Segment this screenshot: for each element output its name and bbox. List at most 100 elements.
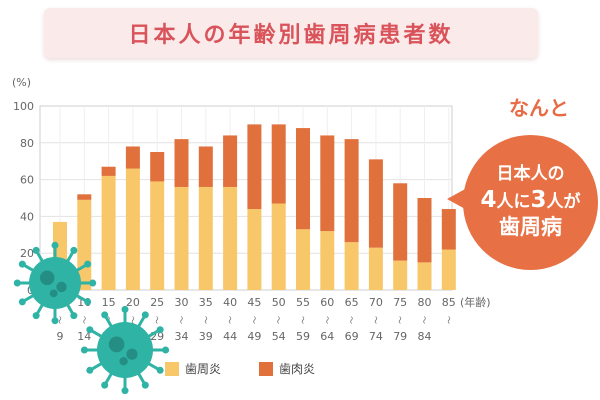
x-tick-label-start: 45 [247, 296, 261, 309]
bar-periodontitis [198, 146, 213, 187]
bar-periodontitis [223, 135, 238, 187]
y-tick-label: 40 [20, 210, 34, 223]
x-tick-label-end: 14 [77, 330, 91, 343]
bar-periodontitis [271, 124, 286, 204]
bar-gingivitis [417, 262, 432, 290]
bar-gingivitis [441, 249, 456, 290]
bar-gingivitis [174, 186, 189, 290]
bar-periodontitis [441, 209, 456, 250]
bar-gingivitis [271, 203, 286, 290]
bar-periodontitis [125, 146, 140, 169]
x-tick-connector: 〜 [152, 316, 161, 324]
bar-periodontitis [174, 139, 189, 187]
x-tick-label-end: 49 [247, 330, 261, 343]
x-tick-label-start: 35 [199, 296, 213, 309]
bar-periodontitis [150, 152, 165, 182]
x-tick-label-start: 30 [175, 296, 189, 309]
x-tick-label-start: 75 [393, 296, 407, 309]
y-tick-label: 60 [20, 174, 34, 187]
x-tick-label-start: 80 [418, 296, 432, 309]
bar-gingivitis [101, 175, 116, 290]
x-tick-label-end: 34 [175, 330, 189, 343]
x-tick-label-start: 55 [296, 296, 310, 309]
bar-gingivitis [393, 260, 408, 290]
x-tick-label-end: 64 [320, 330, 334, 343]
x-tick-label-start: 60 [320, 296, 334, 309]
bar-gingivitis [223, 186, 238, 290]
callout-tail [447, 188, 467, 210]
x-tick-label-start: 25 [150, 296, 164, 309]
x-tick-label-end: 44 [223, 330, 237, 343]
callout-line-3: 歯周病 [499, 215, 562, 240]
x-tick-connector: 〜 [371, 316, 380, 324]
virus-icon [13, 241, 97, 325]
x-tick-connector: 〜 [249, 316, 258, 324]
callout-line-1: 日本人の [496, 164, 565, 185]
bar-periodontitis [296, 128, 310, 230]
x-tick-label-start: 70 [369, 296, 383, 309]
x-tick-label-start: 40 [223, 296, 237, 309]
bar-periodontitis [101, 166, 116, 176]
callout-heading: なんと [509, 96, 569, 120]
x-tick-label-start: 85 [442, 296, 456, 309]
x-tick-connector: 〜 [274, 316, 283, 324]
callout-line-2: 4人に3人が [480, 186, 581, 213]
x-tick-label-end: 59 [296, 330, 310, 343]
x-tick-label-end: 84 [418, 330, 432, 343]
legend-swatch-gingivitis [165, 361, 179, 376]
x-tick-connector: 〜 [201, 316, 210, 324]
y-axis-label: (%) [12, 76, 31, 89]
x-tick-label-end: 39 [199, 330, 213, 343]
bar-gingivitis [296, 229, 310, 290]
x-tick-label-start: 15 [102, 296, 116, 309]
legend: 歯周炎 歯肉炎 [165, 360, 315, 377]
y-tick-label: 100 [13, 100, 34, 113]
legend-label-periodontitis: 歯肉炎 [279, 362, 316, 376]
bar-gingivitis [247, 209, 262, 290]
bar-gingivitis [368, 247, 383, 290]
x-tick-connector: 〜 [347, 316, 356, 324]
legend-item-gingivitis: 歯周炎 [165, 360, 221, 377]
x-tick-connector: 〜 [444, 316, 453, 324]
title-banner: 日本人の年齢別歯周病患者数 [44, 8, 538, 58]
bar-periodontitis [320, 135, 335, 232]
x-tick-connector: 〜 [79, 316, 88, 324]
bar-gingivitis [125, 168, 140, 290]
x-tick-label-start: 50 [272, 296, 286, 309]
bar-periodontitis [417, 198, 432, 263]
x-tick-connector: 〜 [128, 316, 137, 324]
y-tick-label: 20 [20, 247, 34, 260]
bar-periodontitis [77, 194, 92, 200]
legend-item-periodontitis: 歯肉炎 [259, 360, 315, 377]
bar-periodontitis [368, 159, 383, 248]
bar-periodontitis [247, 124, 262, 210]
callout-circle: 日本人の 4人に3人が 歯周病 [463, 135, 598, 270]
bar-gingivitis [198, 186, 213, 290]
bar-gingivitis [150, 181, 165, 290]
x-tick-connector: 〜 [395, 316, 404, 324]
x-axis-label: (年齢) [460, 295, 491, 309]
legend-label-gingivitis: 歯周炎 [185, 362, 222, 376]
x-tick-label-start: 20 [126, 296, 140, 309]
bar-periodontitis [393, 183, 408, 261]
x-tick-connector: 〜 [322, 316, 331, 324]
x-tick-connector: 〜 [225, 316, 234, 324]
x-tick-label-end: 79 [393, 330, 407, 343]
bar-periodontitis [344, 139, 359, 243]
page-title: 日本人の年齢別歯周病患者数 [128, 23, 454, 48]
x-tick-connector: 〜 [177, 316, 186, 324]
legend-swatch-periodontitis [259, 361, 274, 376]
x-tick-connector: 〜 [55, 316, 64, 324]
x-tick-label-end: 54 [272, 330, 286, 343]
x-tick-label-start: 65 [345, 296, 359, 309]
x-tick-label-end: 74 [369, 330, 383, 343]
virus-icon [80, 305, 170, 395]
x-tick-label-end: 69 [345, 330, 359, 343]
y-tick-label: 80 [20, 137, 34, 150]
bar-gingivitis [320, 231, 335, 290]
x-tick-connector: 〜 [420, 316, 429, 324]
x-tick-connector: 〜 [298, 316, 307, 324]
x-tick-label-end: 9 [57, 330, 64, 343]
bar-gingivitis [344, 242, 359, 290]
